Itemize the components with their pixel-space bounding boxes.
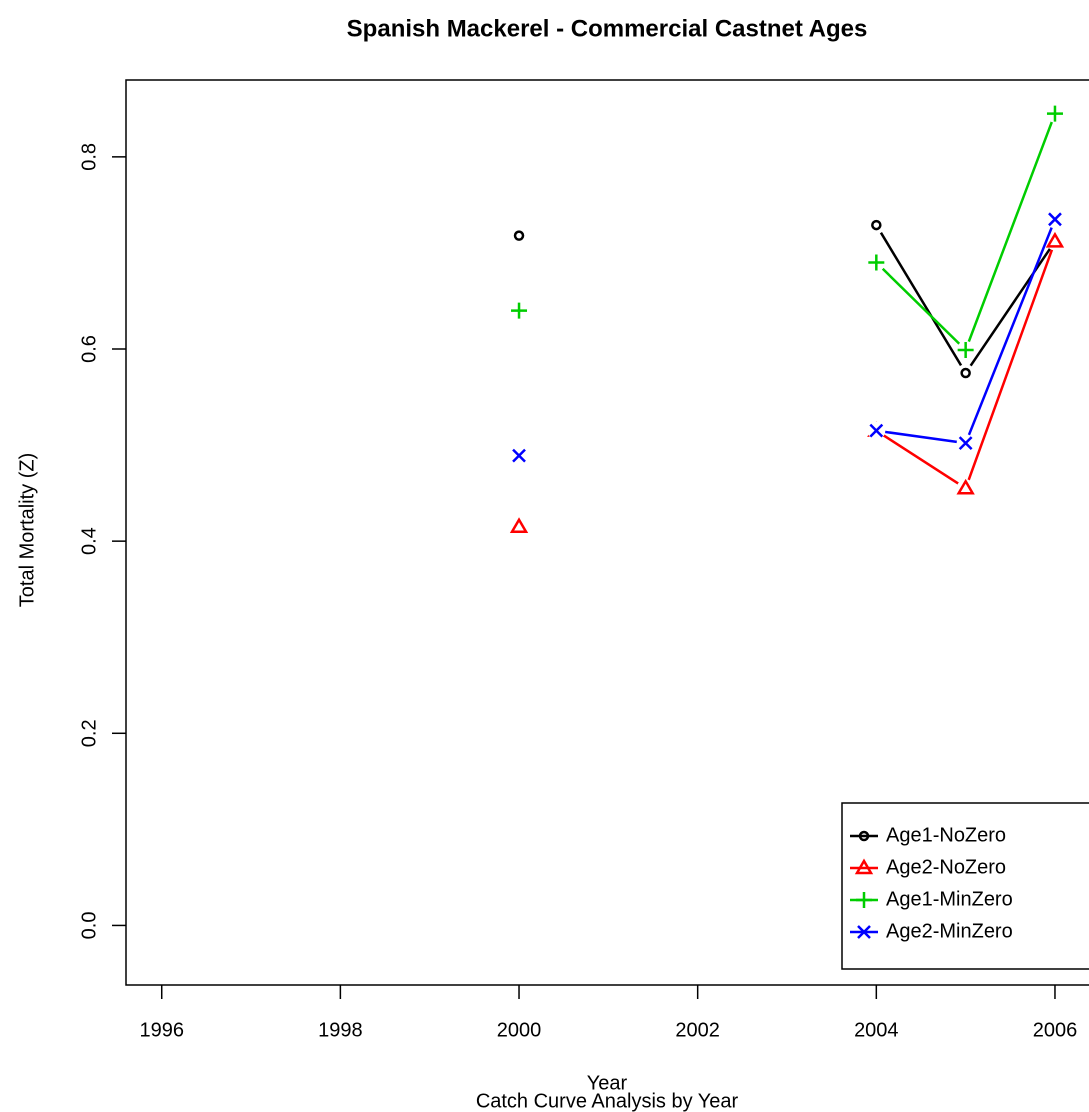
legend-label: Age2-NoZero — [886, 856, 1006, 878]
legend-label: Age2-MinZero — [886, 920, 1013, 942]
point — [1046, 105, 1063, 122]
plot-frame — [125, 79, 1089, 986]
y-tick-label: 0.0 — [78, 912, 100, 940]
legend-label: Age1-NoZero — [886, 824, 1006, 846]
point — [511, 302, 528, 319]
point — [960, 367, 971, 379]
point-backdrop — [867, 216, 886, 235]
y-tick-label: 0.6 — [78, 335, 100, 363]
x-tick-label: 2004 — [854, 1019, 899, 1041]
point — [512, 448, 526, 463]
point-backdrop — [510, 226, 529, 245]
y-axis-label: Total Mortality (Z) — [16, 453, 38, 607]
point — [956, 478, 975, 495]
x-axis-label: Year — [587, 1072, 628, 1094]
y-tick-label: 0.2 — [78, 719, 100, 747]
subtitle: Catch Curve Analysis by Year — [476, 1090, 739, 1112]
point-backdrop — [956, 364, 975, 383]
y-tick-label: 0.8 — [78, 143, 100, 171]
point — [869, 423, 884, 438]
x-tick-label: 1996 — [139, 1019, 184, 1041]
point — [509, 517, 529, 533]
y-tick-label: 0.4 — [78, 527, 100, 555]
point — [1048, 212, 1062, 227]
x-tick-label: 2002 — [675, 1019, 720, 1041]
point — [868, 254, 885, 271]
legend-marker — [857, 925, 871, 939]
legend-marker — [854, 858, 874, 875]
x-tick-label: 2006 — [1033, 1019, 1078, 1041]
x-tick-label: 2000 — [497, 1019, 542, 1041]
point — [958, 436, 973, 451]
legend-marker — [856, 892, 872, 908]
x-tick-label: 1998 — [318, 1019, 363, 1041]
point — [871, 219, 882, 231]
point — [513, 230, 525, 241]
legend-label: Age1-MinZero — [886, 888, 1013, 910]
point — [957, 341, 974, 358]
point — [1045, 231, 1065, 248]
chart-title: Spanish Mackerel - Commercial Castnet Ag… — [347, 15, 868, 42]
legend-box — [841, 802, 1089, 970]
legend: Age1-NoZero Age2-NoZero Age1-MinZero Age2-M… — [841, 802, 1089, 970]
series-line — [876, 218, 1057, 445]
legend-marker — [858, 830, 870, 842]
